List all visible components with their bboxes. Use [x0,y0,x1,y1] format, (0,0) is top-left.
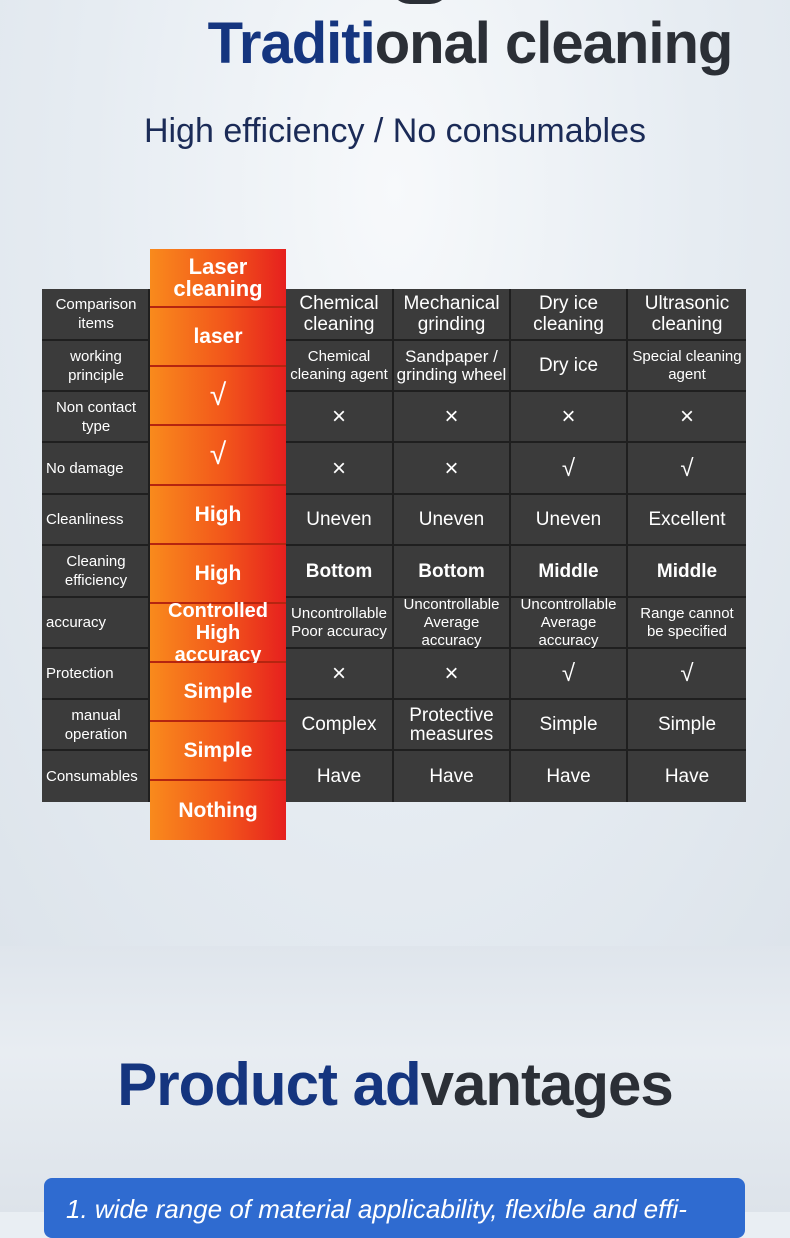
table-cell: Excellent [648,509,726,530]
cross-icon: × [679,403,694,430]
cross-icon: × [394,392,511,441]
title-part2: onal cleaning [374,11,734,76]
row-label: Cleaning efficiency [42,546,150,596]
advantage-item-1: 1. wide range of material applicability,… [44,1178,745,1238]
table-cell: Complex [286,700,394,749]
check-icon: √ [680,454,694,482]
table-cell: Uncontrollable Average accuracy [394,596,511,649]
table-row: No damage × × √ √ [42,443,746,495]
table-cell: Middle [656,560,718,582]
table-cell: Range cannot be specified [640,604,734,640]
cross-icon: × [286,649,394,698]
page-subtitle: High efficiency / No consumables [143,112,647,150]
table-cell: Chemical cleaning agent [286,341,394,390]
row-label: manual operation [42,700,150,749]
title-part1: Traditi [207,11,376,76]
row-label: Cleanliness [42,495,150,544]
laser-cell: Simple [150,722,286,781]
column-header: Dry ice cleaning [511,289,628,339]
row-label: accuracy [42,598,150,647]
table-row: working principle Chemical cleaning agen… [42,341,746,392]
laser-cell: Nothing [150,781,286,840]
table-cell: Protective measures [394,700,511,749]
cross-icon: × [286,443,394,493]
column-header: Chemical cleaning [286,289,394,339]
laser-cell: High [150,486,286,545]
laser-cell: laser [150,308,286,367]
check-mark: √ [209,378,227,412]
table-cell: Uneven [394,495,511,544]
table-cell: Simple [657,714,717,735]
table-cell: Uncontrollable Poor accuracy [286,598,394,647]
page-title: Traditional cleaning [0,10,790,80]
table-cell: Have [286,751,394,802]
laser-cell: Simple [150,663,286,722]
table-row: Protection × × √ √ [42,649,746,700]
table-cell: Have [394,751,511,802]
table-cell: Simple [511,700,628,749]
table-cell: Dry ice [511,341,628,390]
table-cell: Sandpaper / grinding wheel [394,341,511,390]
laser-cell: High [150,545,286,604]
check-icon: √ [150,367,286,426]
check-icon: √ [150,426,286,486]
table-cell: Have [511,751,628,802]
row-label: Protection [42,649,150,698]
advantages-title: Product advantages [0,1050,790,1119]
laser-cell: Controlled High accuracy [150,600,286,666]
check-icon: √ [511,649,628,698]
cross-icon: × [511,392,628,441]
check-mark: √ [209,438,227,471]
table-cell: Bottom [394,546,511,596]
laser-column: Laser cleaning laser √ √ High High Contr… [150,249,286,840]
cross-icon: × [394,443,511,493]
comparison-table: Comparison items Chemical cleaning Mecha… [42,289,746,802]
table-cell: Middle [511,546,628,596]
check-icon: √ [511,443,628,493]
row-label: Consumables [42,751,150,802]
row-label: No damage [42,443,150,493]
table-row: Cleaning efficiency Bottom Bottom Middle… [42,546,746,598]
table-row: Comparison items Chemical cleaning Mecha… [42,289,746,341]
row-label: working principle [42,341,150,390]
row-label: Non contact type [42,392,150,441]
table-row: Cleanliness Uneven Uneven Uneven Excelle… [42,495,746,546]
laser-header: Laser cleaning [150,249,286,308]
table-row: Consumables Have Have Have Have [42,751,746,802]
table-row: manual operation Complex Protective meas… [42,700,746,751]
table-cell: Uneven [511,495,628,544]
table-cell: Special cleaning agent [632,347,742,383]
cross-icon: × [394,649,511,698]
heading-fragment [390,0,450,4]
check-icon: √ [680,660,694,687]
advantages-title-part1: Product ad [117,1051,421,1118]
row-label: Comparison items [42,289,150,339]
cross-icon: × [286,392,394,441]
table-cell: Uneven [286,495,394,544]
table-row: accuracy Uncontrollable Poor accuracy Un… [42,596,746,649]
column-header: Ultrasonic cleaning [644,293,730,335]
table-cell: Have [664,766,710,787]
column-header: Mechanical grinding [394,289,511,339]
table-row: Non contact type × × × × [42,392,746,443]
advantages-title-part2: vantages [420,1051,674,1118]
bottom-section [0,946,790,1212]
table-cell: Uncontrollable Average accuracy [511,596,628,649]
table-cell: Bottom [286,546,394,596]
